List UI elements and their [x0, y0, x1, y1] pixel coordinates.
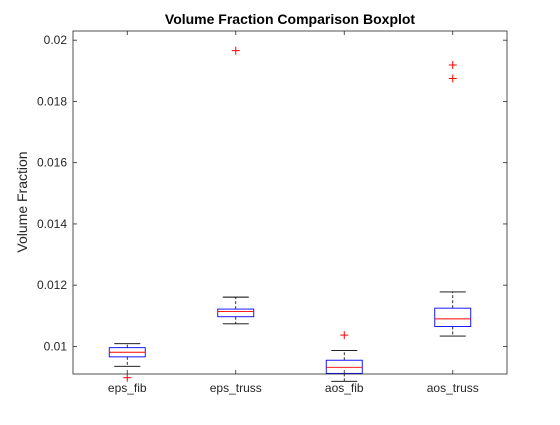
outlier-marker: [123, 373, 132, 382]
box-group: [108, 343, 146, 382]
y-tick-label: 0.01: [44, 339, 68, 353]
chart-title: Volume Fraction Comparison Boxplot: [165, 11, 416, 27]
x-tick-label: eps_truss: [210, 381, 262, 395]
y-tick-label: 0.012: [37, 278, 67, 292]
y-axis-label: Volume Fraction: [14, 151, 30, 252]
outlier-marker: [340, 331, 349, 340]
x-tick-label: aos_truss: [427, 381, 479, 395]
ticks-layer: 0.01 0.012 0.014 0.016 0.018 0.02 eps_fib eps_t…: [37, 31, 507, 395]
y-tick-label: 0.016: [37, 156, 67, 170]
x-tick-label: eps_fib: [108, 381, 147, 395]
iqr-box: [434, 307, 472, 327]
y-tick-label: 0.018: [37, 94, 67, 108]
boxes-layer: [108, 46, 472, 382]
outlier-marker: [448, 60, 457, 69]
plot-area: [73, 31, 507, 374]
outlier-marker: [231, 46, 240, 55]
box-group: [434, 60, 472, 337]
axes-box: [72, 30, 508, 375]
y-tick-label: 0.02: [44, 33, 68, 47]
box-group: [325, 331, 363, 382]
iqr-box: [217, 308, 255, 318]
x-tick-label: aos_fib: [325, 381, 364, 395]
outlier-marker: [448, 74, 457, 83]
box-group: [217, 46, 255, 325]
y-tick-label: 0.014: [37, 217, 67, 231]
